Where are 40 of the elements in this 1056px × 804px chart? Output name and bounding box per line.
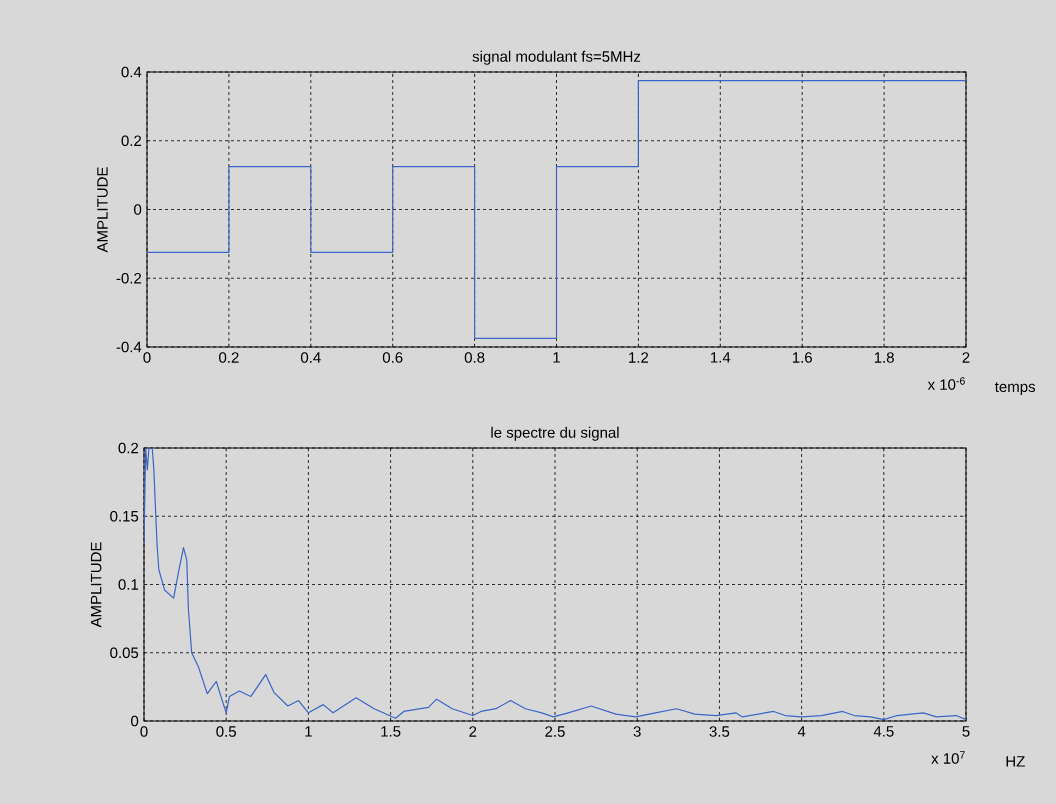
text: x 10$^{-6}$	[927, 377, 965, 390]
x-tick-label: 1.8	[874, 352, 894, 363]
y-tick-label: 0.2	[118, 442, 139, 454]
x-tick-label: 0.8	[464, 352, 485, 363]
x-tick-label: 4	[797, 726, 806, 737]
x-tick-label: 0.6	[382, 352, 403, 363]
x-tick-label: 1	[305, 726, 312, 737]
x-tick-label: 0	[143, 352, 151, 363]
x-axis-title: temps	[994, 382, 1036, 395]
x-tick-label: 1.2	[629, 352, 649, 363]
x-tick-label: 1	[553, 352, 560, 363]
y-tick-label: 0	[134, 204, 142, 215]
y-tick-label: 0.2	[121, 135, 142, 147]
line-series	[144, 448, 967, 721]
x-tick-label: 2.5	[545, 726, 565, 737]
x-tick-label: 1.5	[381, 726, 401, 737]
x-tick-label: 0.2	[219, 352, 239, 363]
x-tick-label: 0.4	[300, 352, 321, 363]
y-tick-label: -0.4	[116, 341, 142, 353]
text: x 10$^{7}$	[931, 751, 965, 764]
y-axis-title: AMPLITUDE	[97, 167, 108, 253]
x-tick-label: 2	[962, 352, 970, 363]
x-tick-label: 3.5	[709, 726, 730, 737]
x-tick-label: 5	[962, 726, 970, 737]
y-tick-label: 0.15	[110, 510, 139, 522]
x-tick-label: 2	[469, 726, 477, 737]
x-axis-title: HZ	[1006, 756, 1025, 767]
y-tick-label: 0.4	[121, 66, 142, 78]
x-tick-label: 1.4	[711, 352, 731, 363]
x-tick-label: 1.6	[792, 352, 812, 363]
chart-title: le spectre du signal	[491, 426, 619, 441]
y-tick-label: 0.05	[110, 647, 139, 659]
y-tick-label: 0.1	[118, 579, 139, 590]
y-tick-label: 0	[131, 715, 139, 727]
x-tick-label: 0.5	[216, 726, 237, 737]
x-tick-label: 4.5	[873, 726, 894, 737]
y-axis-title: AMPLITUDE	[90, 542, 102, 628]
y-tick-label: -0.2	[116, 272, 142, 284]
x-tick-label: 3	[633, 726, 641, 737]
chart-title: signal modulant fs=5MHz	[472, 50, 641, 65]
